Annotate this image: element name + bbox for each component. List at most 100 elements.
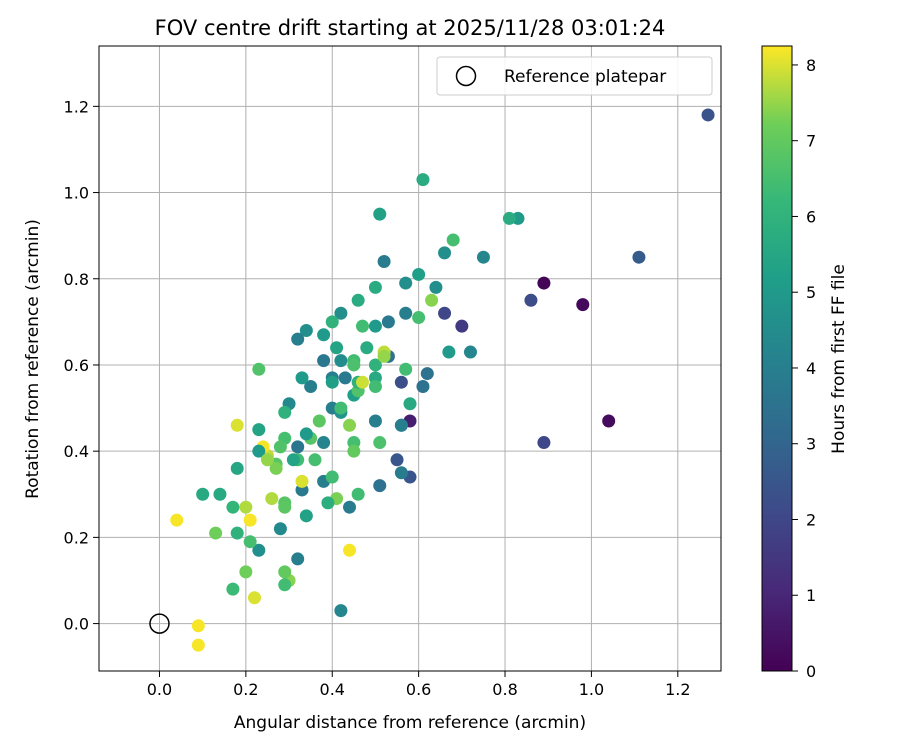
colorbar-tick-label: 6 (806, 207, 816, 226)
data-point (373, 479, 387, 493)
data-point (230, 461, 244, 475)
data-point (248, 591, 261, 605)
data-point (420, 367, 434, 381)
x-tick-label: 1.0 (579, 680, 604, 699)
data-point (412, 267, 426, 281)
data-point (304, 380, 318, 394)
data-point (334, 354, 348, 368)
data-point (360, 341, 374, 355)
data-point (373, 436, 387, 450)
data-point (425, 293, 439, 307)
data-point (429, 280, 443, 294)
colorbar-ticks: 0 1 2 3 4 5 6 7 8 (792, 56, 816, 681)
data-point (209, 526, 223, 540)
data-point (278, 500, 292, 514)
data-point (312, 414, 326, 428)
x-tick-label: 0.0 (147, 680, 172, 699)
data-point (377, 255, 391, 269)
data-point (291, 332, 305, 346)
x-axis-ticks: 0.0 0.2 0.4 0.6 0.8 1.0 1.2 (147, 671, 691, 699)
y-tick-label: 1.0 (64, 184, 89, 203)
data-point (230, 526, 244, 540)
data-point (343, 543, 357, 557)
data-point (351, 487, 365, 501)
data-point (299, 509, 313, 523)
data-point (355, 375, 369, 389)
data-point (343, 500, 357, 514)
data-point (196, 487, 210, 501)
data-point (317, 354, 331, 368)
data-point (317, 328, 331, 342)
data-point (463, 345, 477, 359)
data-point (381, 315, 395, 329)
x-tick-label: 0.6 (406, 680, 431, 699)
data-point (317, 436, 331, 450)
data-point (351, 293, 365, 307)
data-point (239, 500, 253, 514)
colorbar-tick-label: 5 (806, 283, 816, 302)
data-point (632, 250, 646, 264)
y-tick-label: 0.0 (64, 615, 89, 634)
data-point (476, 250, 490, 264)
data-point (338, 371, 352, 385)
data-points (170, 108, 715, 652)
data-point (252, 362, 266, 376)
data-point (416, 380, 430, 394)
y-tick-label: 0.4 (64, 442, 89, 461)
data-point (403, 397, 417, 411)
data-point (299, 323, 313, 337)
data-point (373, 207, 387, 221)
data-point (230, 418, 244, 432)
data-point (291, 440, 305, 454)
legend-entry-reference: Reference platepar (504, 67, 666, 87)
x-axis-label: Angular distance from reference (arcmin) (234, 713, 586, 733)
colorbar-label: Hours from first FF file (829, 264, 849, 454)
data-point (399, 306, 413, 320)
data-point (368, 319, 382, 333)
data-point (537, 276, 551, 290)
data-point (243, 535, 257, 549)
x-tick-label: 0.8 (492, 680, 517, 699)
y-tick-label: 0.8 (64, 270, 89, 289)
data-point (191, 638, 205, 652)
data-point (273, 522, 287, 536)
data-point (368, 380, 382, 394)
colorbar-tick-label: 0 (806, 662, 816, 681)
data-point (278, 565, 292, 579)
chart-title: FOV centre drift starting at 2025/11/28 … (155, 16, 666, 40)
data-point (269, 461, 283, 475)
data-point (343, 418, 357, 432)
colorbar-tick-label: 7 (806, 132, 816, 151)
data-point (325, 470, 339, 484)
data-point (334, 604, 348, 618)
data-point (295, 474, 309, 488)
data-point (278, 405, 292, 419)
data-point (368, 358, 382, 372)
data-point (325, 375, 339, 389)
data-point (243, 513, 257, 527)
data-point (347, 444, 361, 458)
colorbar-tick-label: 1 (806, 586, 816, 605)
data-point (524, 293, 538, 307)
plot-frame (98, 45, 722, 672)
data-point (377, 349, 391, 363)
data-point (308, 453, 322, 467)
colorbar: 0 1 2 3 4 5 6 7 8 Hours from first FF file (761, 45, 849, 681)
data-point (347, 358, 361, 372)
legend-box (436, 56, 713, 96)
data-point (252, 444, 266, 458)
data-point (438, 306, 452, 320)
data-point (278, 578, 292, 592)
data-point (330, 341, 344, 355)
y-tick-label: 0.6 (64, 356, 89, 375)
y-tick-label: 1.2 (64, 97, 89, 116)
data-point (291, 552, 305, 566)
y-axis-ticks: 0.0 0.2 0.4 0.6 0.8 1.0 1.2 (64, 97, 99, 634)
data-point (170, 513, 184, 527)
data-point (368, 414, 382, 428)
data-point (455, 319, 469, 333)
data-point (355, 319, 369, 333)
x-tick-label: 1.2 (665, 680, 690, 699)
data-point (334, 306, 348, 320)
